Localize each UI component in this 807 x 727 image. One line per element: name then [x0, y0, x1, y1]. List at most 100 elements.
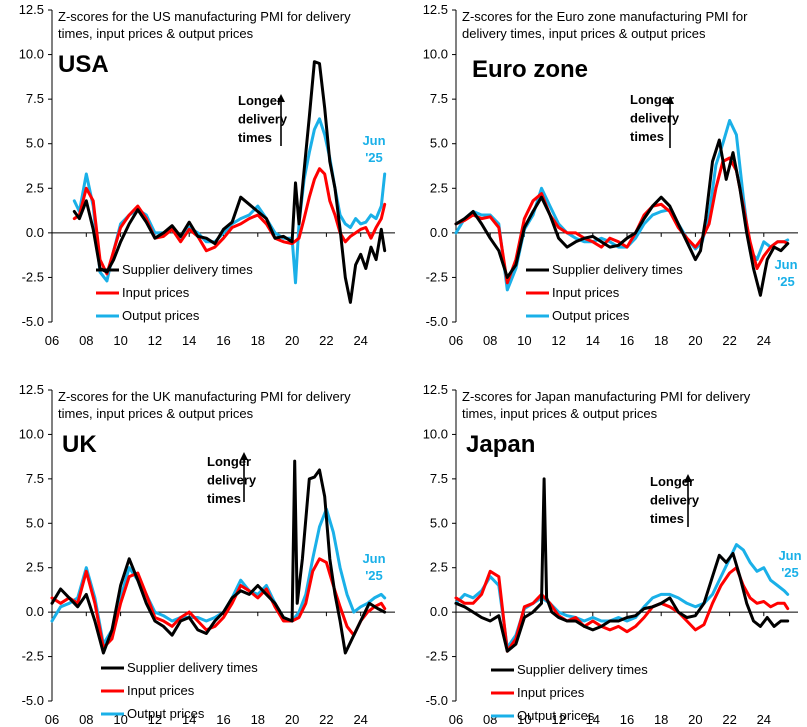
x-tick-label: 16 [620, 712, 634, 727]
x-tick-label: 14 [182, 333, 196, 348]
chart-title-line: times, input prices & output prices [462, 406, 658, 421]
series-line-output-prices [454, 119, 790, 292]
y-tick-label: 12.5 [423, 382, 448, 397]
note-label: Longer [207, 454, 251, 469]
series-line-input-prices [50, 557, 387, 650]
y-tick-label: -5.0 [426, 314, 448, 329]
x-tick-label: 12 [551, 333, 565, 348]
x-tick-label: 08 [483, 333, 497, 348]
legend-label: Supplier delivery times [552, 262, 683, 277]
x-tick-label: 24 [353, 333, 367, 348]
up-arrow-icon [666, 96, 674, 104]
series-line-supplier-delivery-times [454, 138, 790, 297]
x-tick-label: 24 [757, 333, 771, 348]
up-arrow-icon [277, 94, 285, 102]
y-tick-label: 7.5 [430, 91, 448, 106]
x-tick-label: 20 [688, 712, 702, 727]
legend-label: Output prices [552, 308, 630, 323]
x-tick-label: 10 [517, 333, 531, 348]
series-line-supplier-delivery-times [50, 459, 387, 655]
end-date-label: Jun [362, 551, 385, 566]
chart-title-line: delivery times, input prices & output pr… [462, 26, 706, 41]
y-tick-label: 5.0 [26, 515, 44, 530]
end-date-label: Jun [774, 257, 797, 272]
series-line-output-prices [454, 543, 790, 650]
x-tick-label: 22 [722, 333, 736, 348]
y-tick-label: 10.0 [423, 426, 448, 441]
y-tick-label: 10.0 [423, 47, 448, 62]
x-tick-label: 14 [182, 712, 196, 727]
y-tick-label: 0.0 [26, 604, 44, 619]
x-tick-label: 12 [148, 712, 162, 727]
series-line-input-prices [454, 566, 790, 653]
x-tick-label: 06 [449, 333, 463, 348]
legend-label: Output prices [127, 706, 205, 721]
y-tick-label: 7.5 [26, 471, 44, 486]
x-tick-label: 18 [654, 712, 668, 727]
y-tick-label: 12.5 [423, 2, 448, 17]
legend-label: Output prices [122, 308, 200, 323]
x-tick-label: 16 [216, 333, 230, 348]
chart-title-line: times, input prices & output prices [58, 26, 254, 41]
region-label: Japan [466, 431, 535, 458]
x-tick-label: 22 [319, 333, 333, 348]
chart-title-line: Z-scores for Japan manufacturing PMI for… [462, 389, 751, 404]
up-arrow-icon [240, 452, 248, 460]
x-tick-label: 20 [285, 333, 299, 348]
end-date-label: '25 [777, 274, 795, 289]
x-tick-label: 06 [449, 712, 463, 727]
chart-panel-3: 12.5 10.0 7.5 5.0 2.5 0.0 -2.5 -5.006 08 10 12 14 16… [19, 382, 395, 727]
x-tick-label: 24 [757, 712, 771, 727]
y-tick-label: 0.0 [26, 225, 44, 240]
x-tick-label: 24 [353, 712, 367, 727]
y-tick-label: -5.0 [426, 693, 448, 708]
region-label: Euro zone [472, 56, 588, 83]
y-tick-label: 5.0 [430, 136, 448, 151]
series-line-supplier-delivery-times [454, 477, 790, 653]
y-tick-label: -2.5 [426, 269, 448, 284]
end-date-label: '25 [781, 565, 799, 580]
region-label: USA [58, 51, 109, 78]
legend-label: Supplier delivery times [127, 660, 258, 675]
chart-title: Z-scores for the Euro zone manufacturing… [462, 9, 748, 41]
note-label: Longer [630, 92, 674, 107]
end-date-label: '25 [365, 150, 383, 165]
note-label: Longer [238, 93, 282, 108]
y-tick-label: -5.0 [22, 314, 44, 329]
y-tick-label: -5.0 [22, 693, 44, 708]
y-tick-label: 0.0 [430, 225, 448, 240]
note-label: times [630, 129, 664, 144]
up-arrow-icon [684, 474, 692, 482]
x-tick-label: 10 [517, 712, 531, 727]
x-tick-label: 06 [45, 333, 59, 348]
x-tick-label: 12 [551, 712, 565, 727]
chart-title: Z-scores for Japan manufacturing PMI for… [462, 389, 751, 421]
note-label: times [207, 491, 241, 506]
note-label: Longer [650, 474, 694, 489]
x-tick-label: 22 [722, 712, 736, 727]
x-tick-label: 22 [319, 712, 333, 727]
x-tick-label: 20 [688, 333, 702, 348]
y-tick-label: -2.5 [22, 269, 44, 284]
chart-title: Z-scores for the US manufacturing PMI fo… [58, 9, 351, 41]
y-tick-label: 2.5 [430, 180, 448, 195]
y-tick-label: 0.0 [430, 604, 448, 619]
legend-label: Input prices [122, 285, 190, 300]
y-tick-label: 10.0 [19, 426, 44, 441]
y-tick-label: 5.0 [26, 136, 44, 151]
x-tick-label: 16 [216, 712, 230, 727]
legend-label: Input prices [552, 285, 620, 300]
x-tick-label: 08 [79, 333, 93, 348]
note-label: times [238, 130, 272, 145]
x-tick-label: 10 [113, 712, 127, 727]
legend-label: Output prices [517, 708, 595, 723]
y-tick-label: 2.5 [430, 560, 448, 575]
x-tick-label: 10 [113, 333, 127, 348]
y-tick-label: 2.5 [26, 560, 44, 575]
region-label: UK [62, 431, 97, 458]
series-line-input-prices [72, 167, 387, 276]
chart-panel-1: 12.5 10.0 7.5 5.0 2.5 0.0 -2.5 -5.006 08 10 12 14 16… [19, 2, 395, 348]
chart-title-line: Z-scores for the UK manufacturing PMI fo… [58, 389, 351, 404]
